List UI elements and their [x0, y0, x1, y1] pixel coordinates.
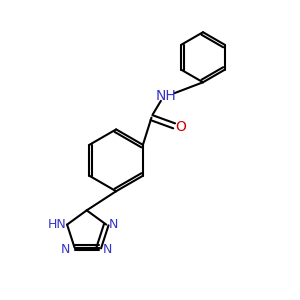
- Text: HN: HN: [47, 218, 66, 230]
- Text: NH: NH: [156, 88, 177, 103]
- Text: O: O: [175, 120, 186, 134]
- Text: N: N: [109, 218, 118, 230]
- Text: N: N: [103, 243, 112, 256]
- Text: N: N: [61, 243, 70, 256]
